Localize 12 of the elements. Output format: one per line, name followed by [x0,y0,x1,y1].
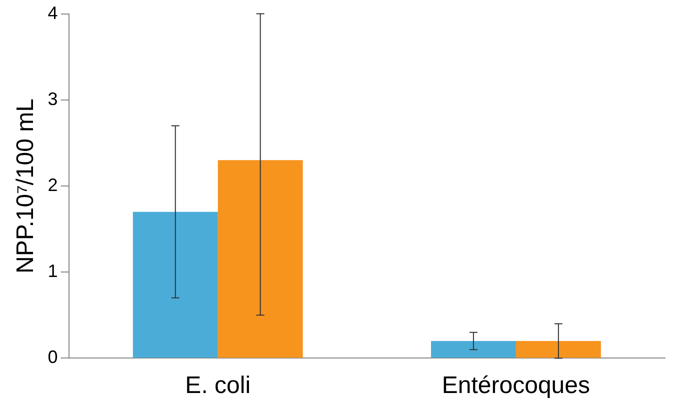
y-tick-label: 4 [48,2,58,23]
x-tick-label: E. coli [185,372,251,400]
bar [132,212,218,358]
bar [516,340,601,358]
bar [430,340,516,358]
x-tick-label: Entérocoques [442,372,590,400]
y-tick-label: 3 [48,88,58,109]
y-tick-label: 0 [48,347,58,368]
bar [218,160,303,358]
y-tick-label: 1 [48,261,58,282]
y-axis-title: NPP.10⁷/100 mL [12,98,40,274]
y-tick-label: 2 [48,174,58,195]
